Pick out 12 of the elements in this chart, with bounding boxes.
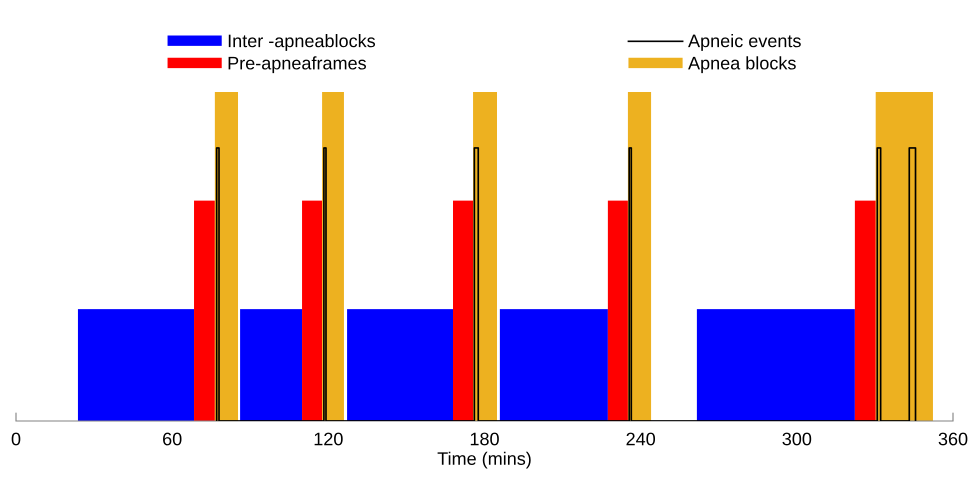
x-tick-label: 0 xyxy=(12,432,20,446)
x-axis-title: Time (mins) xyxy=(438,452,531,469)
x-tick-label: 300 xyxy=(782,432,812,446)
x-tick-label: 60 xyxy=(163,432,182,446)
x-tick-label: 180 xyxy=(470,432,499,446)
legend-label: Pre-apneaframes xyxy=(228,56,366,74)
x-tick-label: 240 xyxy=(626,432,656,446)
legend-label: Apneic events xyxy=(688,34,801,51)
legend-label: Inter -apneablocks xyxy=(228,34,376,51)
x-tick-label: 360 xyxy=(938,432,968,446)
legend-label: Apnea blocks xyxy=(688,56,796,74)
x-tick-label: 120 xyxy=(314,432,343,446)
